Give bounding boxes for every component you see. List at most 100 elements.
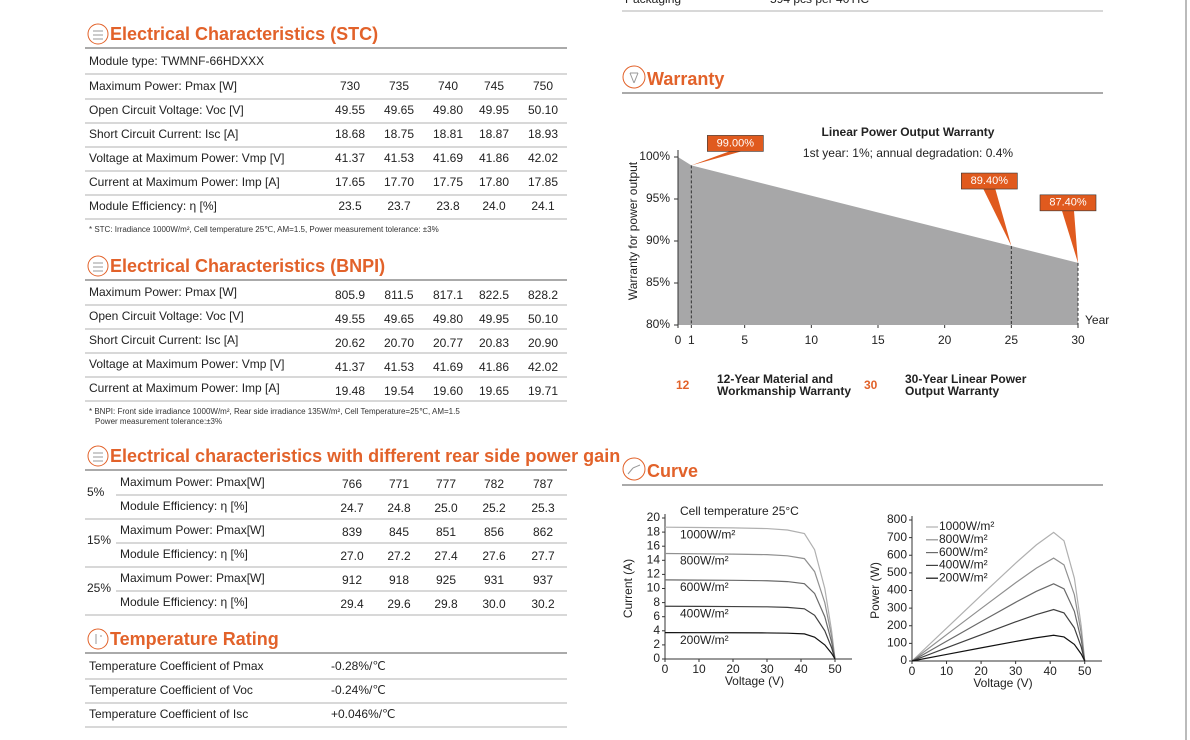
curve-line (664, 526, 836, 660)
y-tick-label: 2 (653, 637, 660, 651)
x-tick-label: 0 (675, 333, 682, 347)
summary-text: 30-Year Linear Power (905, 372, 1027, 386)
row-label: Maximum Power: Pmax [W] (89, 79, 237, 93)
curve-label: 400W/m² (680, 606, 729, 620)
cell-value: 19.60 (433, 384, 463, 398)
x-tick-label: 10 (940, 664, 954, 678)
x-tick-label: 40 (1044, 664, 1058, 678)
y-axis-label: Warranty for power output (626, 161, 640, 300)
cell-value: 735 (389, 79, 409, 93)
cell-value: 782 (484, 477, 504, 491)
cell-value: 19.71 (528, 384, 558, 398)
curve-line (664, 605, 836, 660)
cell-value: 766 (342, 477, 362, 491)
y-tick-label: 0 (653, 651, 660, 665)
cell-value: 29.8 (434, 597, 458, 611)
curve-line (911, 634, 1086, 662)
row-label: Maximum Power: Pmax[W] (120, 475, 265, 489)
row-label: Maximum Power: Pmax[W] (120, 523, 265, 537)
cell-value: 50.10 (528, 312, 558, 326)
row-label: Short Circuit Current: Isc [A] (89, 127, 238, 141)
y-tick-label: 85% (646, 275, 670, 289)
callout-pointer (983, 189, 1012, 247)
summary-text: Output Warranty (905, 384, 1000, 398)
cell-value: 49.55 (335, 312, 365, 326)
packaging-value: 594 pcs per 40'HC (770, 0, 869, 6)
curve-line (664, 632, 836, 660)
row-label: Maximum Power: Pmax[W] (120, 571, 265, 585)
cell-value: 25.3 (531, 501, 555, 515)
y-tick-label: 90% (646, 233, 670, 247)
cell-value: 30.2 (531, 597, 555, 611)
module-type: Module type: TWMNF-66HDXXX (89, 54, 264, 68)
callout-box (707, 135, 764, 152)
footnote: Power measurement tolerance:±3% (95, 417, 222, 426)
cell-value: 27.2 (387, 549, 411, 563)
cell-value: 862 (533, 525, 553, 539)
cell-value: 20.62 (335, 336, 365, 350)
cell-value: 25.2 (482, 501, 506, 515)
y-tick-label: 700 (887, 530, 907, 544)
cell-value: 822.5 (479, 288, 509, 302)
row-label: Temperature Coefficient of Pmax (89, 659, 264, 673)
chart-annotation: Cell temperature 25°C (680, 504, 799, 518)
cell-value: 41.53 (384, 360, 414, 374)
cell-value: 17.65 (335, 175, 365, 189)
cell-value: 17.70 (384, 175, 414, 189)
legend-label: 200W/m² (939, 570, 988, 584)
cell-value: 29.6 (387, 597, 411, 611)
cell-value: 18.87 (479, 127, 509, 141)
cell-value: 912 (342, 573, 362, 587)
legend-label: 800W/m² (939, 532, 988, 546)
cell-value: 845 (389, 525, 409, 539)
y-tick-label: 12 (647, 567, 661, 581)
cell-value: 937 (533, 573, 553, 587)
cell-value: 50.10 (528, 103, 558, 117)
y-tick-label: 0 (900, 653, 907, 667)
summary-text: Workmanship Warranty (717, 384, 851, 398)
cell-value: 27.7 (531, 549, 555, 563)
y-tick-label: 100 (887, 636, 907, 650)
cell-value: 41.53 (384, 151, 414, 165)
y-tick-label: 400 (887, 583, 907, 597)
row-label: Voltage at Maximum Power: Vmp [V] (89, 151, 284, 165)
cell-value: 24.1 (531, 199, 555, 213)
y-tick-label: 10 (647, 581, 661, 595)
cell-value: 750 (533, 79, 553, 93)
cell-value: 24.0 (482, 199, 506, 213)
cell-value: 49.95 (479, 312, 509, 326)
row-label: Current at Maximum Power: Imp [A] (89, 175, 280, 189)
row-label: Temperature Coefficient of Isc (89, 707, 248, 721)
cell-value: 41.69 (433, 151, 463, 165)
callout-box (961, 172, 1018, 190)
cell-value: 17.80 (479, 175, 509, 189)
curve-line (911, 531, 1086, 662)
y-tick-label: 95% (646, 191, 670, 205)
y-tick-label: 14 (647, 552, 661, 566)
cell-value: -0.24%/℃ (331, 683, 386, 697)
cell-value: 49.65 (384, 312, 414, 326)
x-tick-label: 10 (805, 333, 819, 347)
x-tick-label: 0 (909, 664, 916, 678)
cell-value: 42.02 (528, 151, 558, 165)
cell-value: 925 (436, 573, 456, 587)
callout-label: 99.00% (717, 137, 755, 149)
gain-label: 5% (87, 485, 105, 499)
cell-value: 745 (484, 79, 504, 93)
y-tick-label: 8 (653, 595, 660, 609)
cell-value: 18.93 (528, 127, 558, 141)
cell-value: 41.37 (335, 360, 365, 374)
x-tick-label: 20 (974, 664, 988, 678)
cell-value: 740 (438, 79, 458, 93)
warranty-area (678, 157, 1078, 325)
callout-pointer (1062, 210, 1078, 263)
cell-value: 49.80 (433, 312, 463, 326)
section-title: Temperature Rating (110, 629, 279, 649)
cell-value: 17.75 (433, 175, 463, 189)
cell-value: 41.37 (335, 151, 365, 165)
y-tick-label: 500 (887, 565, 907, 579)
cell-value: 811.5 (384, 288, 413, 302)
y-tick-label: 200 (887, 618, 907, 632)
cell-value: 29.4 (340, 597, 364, 611)
cell-value: 787 (533, 477, 553, 491)
